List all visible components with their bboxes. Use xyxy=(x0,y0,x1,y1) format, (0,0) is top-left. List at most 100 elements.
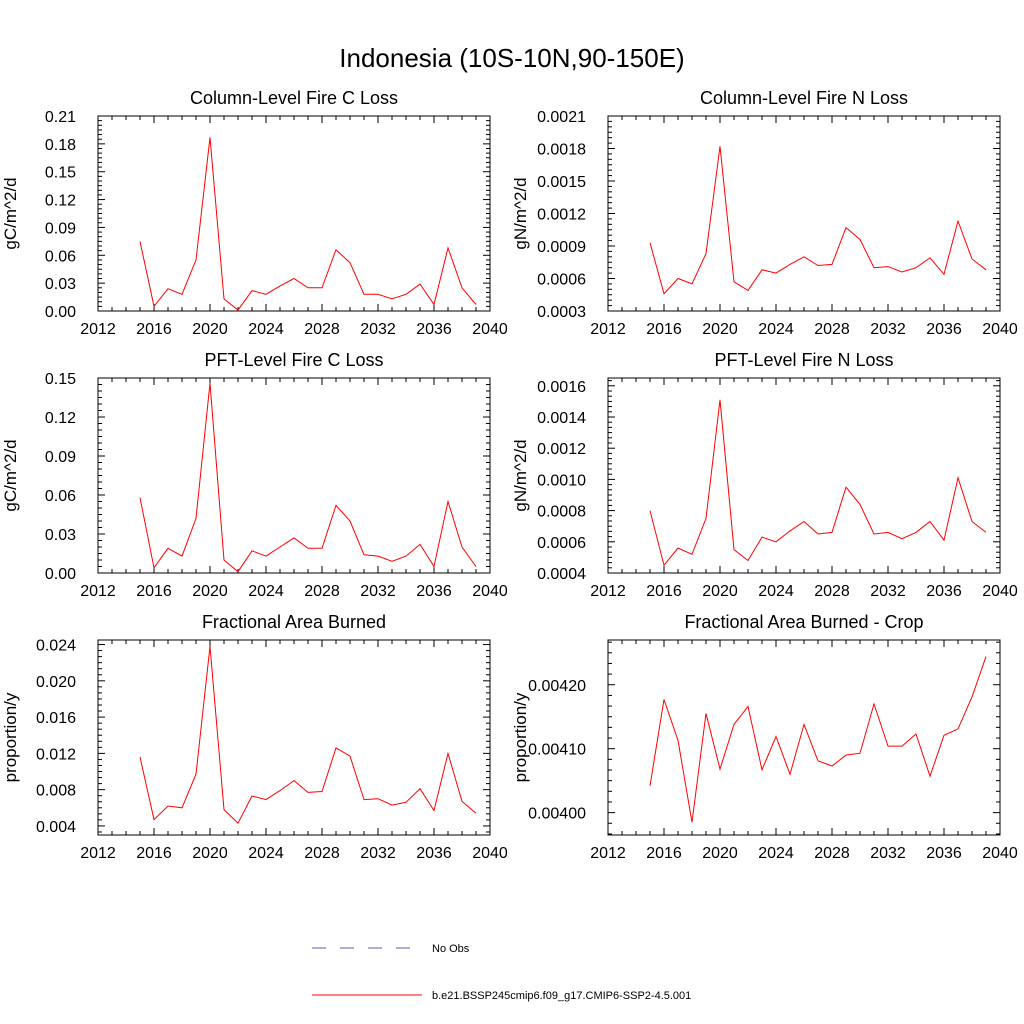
x-tick-label: 2040 xyxy=(982,845,1018,862)
y-tick-label: 0.016 xyxy=(36,710,76,727)
legend-label-model: b.e21.BSSP245cmip6.f09_g17.CMIP6-SSP2-4.… xyxy=(432,990,691,1002)
x-tick-label: 2020 xyxy=(702,845,738,862)
y-tick-label: 0.18 xyxy=(45,137,76,154)
y-tick-label: 0.03 xyxy=(45,527,76,544)
x-tick-label: 2020 xyxy=(702,583,738,600)
panels: 2012 2016 2020 2024 2028 2032 2036 2040 0.00 0.03… xyxy=(1,88,1018,862)
y-tick-label: 0.0021 xyxy=(537,109,586,126)
y-tick-label: 0.0004 xyxy=(537,566,586,583)
plot-frame xyxy=(607,639,1001,836)
x-tick-label: 2024 xyxy=(248,845,284,862)
x-tick-label: 2028 xyxy=(814,845,850,862)
y-tick-label: 0.0003 xyxy=(537,304,586,321)
y-tick-label: 0.012 xyxy=(36,746,76,763)
x-tick-label: 2020 xyxy=(192,583,228,600)
x-tick-label: 2016 xyxy=(136,321,172,338)
y-tick-label: 0.12 xyxy=(45,410,76,427)
y-tick-label: 0.09 xyxy=(45,449,76,466)
x-tick-label: 2012 xyxy=(80,321,116,338)
y-axis-label: gC/m^2/d xyxy=(1,177,20,249)
series-line xyxy=(139,383,477,573)
series-line xyxy=(649,399,987,567)
x-tick-label: 2028 xyxy=(814,583,850,600)
y-tick-label: 0.0006 xyxy=(537,535,586,552)
y-tick-label: 0.12 xyxy=(45,193,76,210)
y-tick-label: 0.0018 xyxy=(537,142,586,159)
y-tick-label: 0.0016 xyxy=(537,379,586,396)
panel-title: PFT-Level Fire N Loss xyxy=(714,350,893,370)
chart-panel-3: 2012 2016 2020 2024 2028 2032 2036 2040 0.00 0.03… xyxy=(1,350,508,600)
chart-panel-2: 2012 2016 2020 2024 2028 2032 2036 2040 0.0003 0.… xyxy=(511,88,1018,338)
y-axis-label: gC/m^2/d xyxy=(1,439,20,511)
y-tick-label: 0.03 xyxy=(45,276,76,293)
chart-panel-5: 2012 2016 2020 2024 2028 2032 2036 2040 0.004 0.0… xyxy=(1,612,508,862)
legend: No Obs b.e21.BSSP245cmip6.f09_g17.CMIP6-… xyxy=(312,943,691,1002)
series-line xyxy=(649,656,987,823)
x-tick-label: 2020 xyxy=(192,321,228,338)
y-tick-label: 0.020 xyxy=(36,674,76,691)
x-tick-label: 2012 xyxy=(80,845,116,862)
plot-frame xyxy=(607,377,1001,574)
x-tick-label: 2012 xyxy=(80,583,116,600)
x-tick-label: 2040 xyxy=(982,321,1018,338)
x-tick-label: 2032 xyxy=(360,321,396,338)
x-tick-label: 2040 xyxy=(472,845,508,862)
x-tick-label: 2012 xyxy=(590,321,626,338)
y-axis-label: gN/m^2/d xyxy=(511,177,530,249)
y-tick-label: 0.00400 xyxy=(528,806,586,823)
panel-title: PFT-Level Fire C Loss xyxy=(204,350,383,370)
y-tick-label: 0.15 xyxy=(45,371,76,388)
x-tick-label: 2032 xyxy=(870,845,906,862)
x-tick-label: 2016 xyxy=(136,845,172,862)
chart-panel-4: 2012 2016 2020 2024 2028 2032 2036 2040 0.0004 0.… xyxy=(511,350,1018,600)
x-tick-label: 2036 xyxy=(416,583,452,600)
y-tick-label: 0.0008 xyxy=(537,504,586,521)
x-tick-label: 2016 xyxy=(136,583,172,600)
x-tick-label: 2040 xyxy=(472,583,508,600)
chart-panel-1: 2012 2016 2020 2024 2028 2032 2036 2040 0.00 0.03… xyxy=(1,88,508,338)
panel-title: Column-Level Fire N Loss xyxy=(700,88,908,108)
x-tick-label: 2028 xyxy=(814,321,850,338)
x-tick-label: 2016 xyxy=(646,845,682,862)
y-tick-label: 0.004 xyxy=(36,819,76,836)
x-tick-label: 2012 xyxy=(590,583,626,600)
x-tick-label: 2024 xyxy=(758,845,794,862)
x-tick-label: 2024 xyxy=(758,321,794,338)
y-tick-label: 0.0015 xyxy=(537,174,586,191)
y-tick-label: 0.15 xyxy=(45,165,76,182)
y-tick-label: 0.0009 xyxy=(537,239,586,256)
panel-title: Column-Level Fire C Loss xyxy=(190,88,398,108)
plot-frame xyxy=(97,377,491,574)
x-tick-label: 2016 xyxy=(646,583,682,600)
x-tick-label: 2036 xyxy=(416,845,452,862)
y-tick-label: 0.008 xyxy=(36,783,76,800)
x-tick-label: 2028 xyxy=(304,321,340,338)
series-line xyxy=(649,146,987,295)
y-tick-label: 0.00 xyxy=(45,566,76,583)
x-tick-label: 2032 xyxy=(360,845,396,862)
x-tick-label: 2036 xyxy=(926,845,962,862)
y-axis-label: gN/m^2/d xyxy=(511,439,530,511)
x-tick-label: 2012 xyxy=(590,845,626,862)
y-axis-label: proportion/y xyxy=(511,692,530,782)
x-tick-label: 2016 xyxy=(646,321,682,338)
x-tick-label: 2020 xyxy=(192,845,228,862)
x-tick-label: 2036 xyxy=(926,583,962,600)
series-line xyxy=(139,137,477,311)
y-tick-label: 0.06 xyxy=(45,248,76,265)
plot-frame xyxy=(97,115,491,312)
x-tick-label: 2040 xyxy=(982,583,1018,600)
y-axis-label: proportion/y xyxy=(1,692,20,782)
y-tick-label: 0.00420 xyxy=(528,678,586,695)
series-line xyxy=(139,646,477,825)
x-tick-label: 2036 xyxy=(416,321,452,338)
x-tick-label: 2032 xyxy=(870,321,906,338)
x-tick-label: 2024 xyxy=(248,583,284,600)
y-tick-label: 0.00410 xyxy=(528,742,586,759)
figure-title: Indonesia (10S-10N,90-150E) xyxy=(339,43,684,73)
x-tick-label: 2028 xyxy=(304,583,340,600)
y-tick-label: 0.09 xyxy=(45,220,76,237)
y-tick-label: 0.0006 xyxy=(537,272,586,289)
y-tick-label: 0.024 xyxy=(36,638,76,655)
